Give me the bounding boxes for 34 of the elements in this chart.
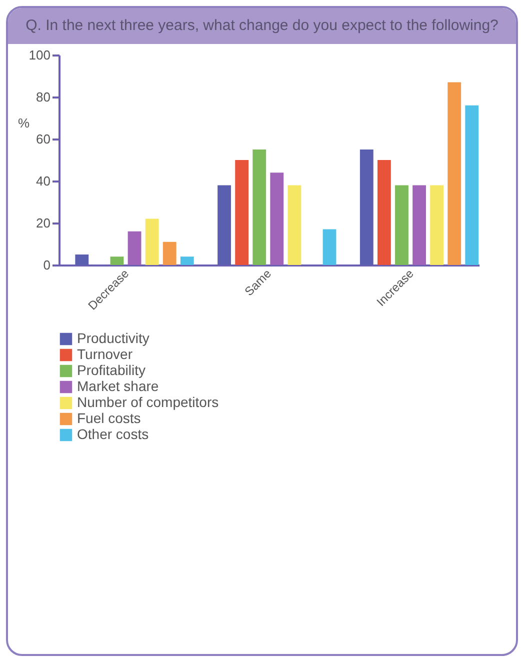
bar — [270, 172, 284, 265]
legend-label: Fuel costs — [77, 410, 141, 426]
legend-label: Productivity — [77, 330, 150, 346]
bar — [288, 185, 302, 265]
bar — [322, 229, 336, 265]
y-tick-label: 60 — [36, 132, 50, 146]
bar — [162, 242, 176, 265]
bar — [75, 254, 89, 265]
bar — [412, 185, 426, 265]
legend-label: Market share — [77, 378, 159, 394]
bar — [180, 256, 194, 265]
bar — [235, 160, 249, 265]
y-tick-label: 100 — [28, 48, 50, 62]
bar — [395, 185, 408, 265]
bar — [360, 150, 374, 265]
bar — [252, 150, 266, 265]
chart-title: Q. In the next three years, what change do you expect to the following? — [8, 8, 516, 44]
bar — [218, 185, 231, 265]
y-tick-label: 80 — [36, 90, 50, 104]
y-tick-label: 0 — [43, 258, 50, 272]
legend-label: Profitability — [77, 362, 146, 378]
bar — [377, 160, 391, 265]
bar — [145, 218, 159, 265]
legend-label: Turnover — [77, 346, 133, 362]
legend-label: Other costs — [77, 426, 149, 442]
y-tick-label: 20 — [36, 216, 50, 230]
bar — [110, 256, 124, 265]
legend-label: Number of competitors — [77, 394, 219, 410]
y-tick-label: 40 — [36, 174, 50, 188]
bar — [430, 185, 444, 265]
y-axis-title: % — [18, 116, 30, 130]
bar — [465, 105, 479, 265]
bar — [448, 82, 462, 265]
bar — [128, 231, 142, 265]
